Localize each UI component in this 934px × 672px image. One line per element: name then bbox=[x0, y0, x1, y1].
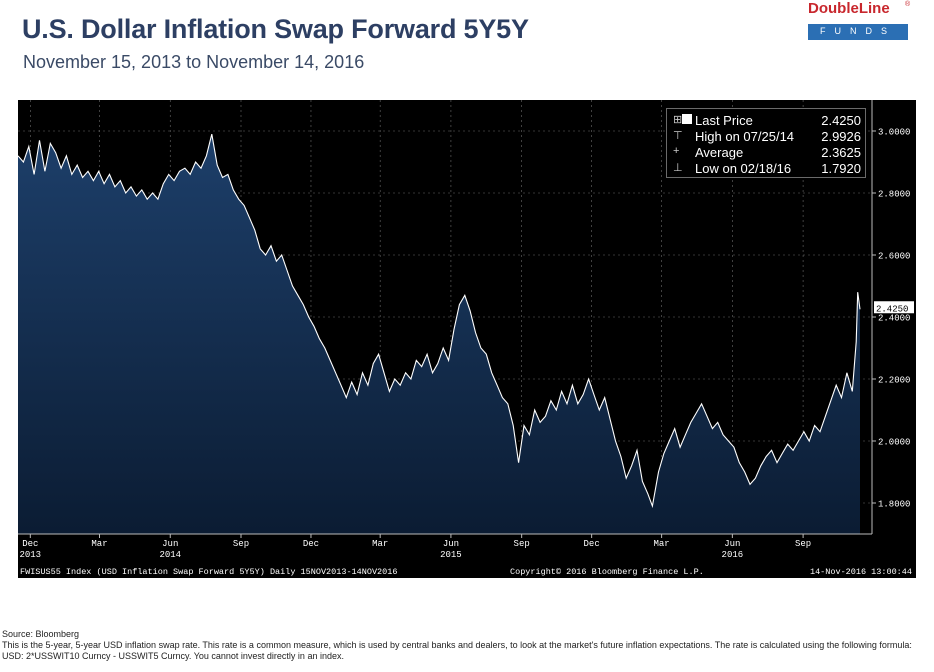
footnote-source: Source: Bloomberg bbox=[2, 629, 80, 639]
y-tick-label-5: 2.0000 bbox=[878, 438, 910, 448]
y-tick-label-6: 1.8000 bbox=[878, 500, 910, 510]
footnote-text: This is the 5-year, 5-year USD inflation… bbox=[2, 640, 912, 661]
legend-high: ⊤ High on 07/25/14 2.9926 bbox=[673, 129, 861, 145]
price-line bbox=[17, 133, 861, 509]
legend-last-price-label: Last Price bbox=[695, 113, 753, 128]
x-tick-label-2: Jun bbox=[162, 539, 178, 549]
footnote: Source: Bloomberg This is the 5-year, 5-… bbox=[2, 629, 922, 662]
chart-title: U.S. Dollar Inflation Swap Forward 5Y5Y bbox=[22, 14, 529, 44]
chart-footer-center: Copyright© 2016 Bloomberg Finance L.P. bbox=[510, 567, 704, 577]
x-tick-label-6: Jun bbox=[443, 539, 459, 549]
x-tick-year-6: 2015 bbox=[440, 550, 462, 560]
x-tick-year-2: 2014 bbox=[159, 550, 181, 560]
legend-low-value: 1.7920 bbox=[821, 161, 861, 176]
logo-bar bbox=[808, 24, 908, 40]
legend-low: ⊥ Low on 02/18/16 1.7920 bbox=[673, 161, 861, 177]
legend-last-price: ⊞ Last Price 2.4250 bbox=[673, 113, 861, 129]
legend-average-value: 2.3625 bbox=[821, 145, 861, 160]
x-tick-label-10: Jun bbox=[724, 539, 740, 549]
x-tick-label-9: Mar bbox=[654, 539, 670, 549]
x-axis-panel bbox=[18, 534, 916, 578]
legend-low-label: Low on 02/18/16 bbox=[695, 161, 792, 176]
y-axis-panel bbox=[872, 100, 916, 534]
legend-last-price-icon: ⊞ bbox=[673, 113, 695, 126]
x-tick-label-0: Dec bbox=[22, 539, 38, 549]
chart-subtitle: November 15, 2013 to November 14, 2016 bbox=[23, 52, 365, 72]
x-tick-label-7: Sep bbox=[514, 539, 530, 549]
x-tick-label-4: Dec bbox=[303, 539, 319, 549]
legend-average: + Average 2.3625 bbox=[673, 145, 861, 161]
chart-footer-right: 14-Nov-2016 13:00:44 bbox=[810, 567, 912, 577]
x-tick-label-1: Mar bbox=[91, 539, 107, 549]
logo-funds: FUNDS bbox=[820, 26, 896, 36]
logo-wordmark: DoubleLine bbox=[808, 0, 890, 17]
legend-last-price-value: 2.4250 bbox=[821, 113, 861, 128]
y-tick-label-0: 3.0000 bbox=[878, 128, 910, 138]
legend-low-icon: ⊥ bbox=[673, 162, 683, 174]
x-tick-label-8: Dec bbox=[584, 539, 600, 549]
legend-high-icon: ⊤ bbox=[673, 130, 683, 142]
doubleline-logo: DoubleLine ® FUNDS bbox=[808, 0, 914, 44]
x-tick-label-3: Sep bbox=[233, 539, 249, 549]
y-tick-label-4: 2.2000 bbox=[878, 376, 910, 386]
last-price-tag-label: 2.4250 bbox=[876, 304, 908, 314]
x-tick-label-5: Mar bbox=[372, 539, 388, 549]
logo-registered-mark: ® bbox=[905, 1, 911, 8]
legend-average-icon: + bbox=[673, 145, 680, 157]
y-tick-label-1: 2.8000 bbox=[878, 190, 910, 200]
y-tick-label-2: 2.6000 bbox=[878, 252, 910, 262]
x-tick-year-10: 2016 bbox=[722, 550, 744, 560]
chart-footer-left: FWISUS55 Index (USD Inflation Swap Forwa… bbox=[20, 567, 397, 577]
x-tick-year-0: 2013 bbox=[19, 550, 41, 560]
legend-average-label: Average bbox=[695, 145, 744, 160]
chart-legend: ⊞ Last Price 2.4250 ⊤ High on 07/25/14 2… bbox=[666, 108, 866, 178]
legend-high-label: High on 07/25/14 bbox=[695, 129, 795, 144]
price-area bbox=[18, 134, 860, 534]
y-tick-label-3: 2.4000 bbox=[878, 314, 910, 324]
legend-high-value: 2.9926 bbox=[821, 129, 861, 144]
x-tick-label-11: Sep bbox=[795, 539, 811, 549]
last-price-tag bbox=[874, 301, 914, 314]
